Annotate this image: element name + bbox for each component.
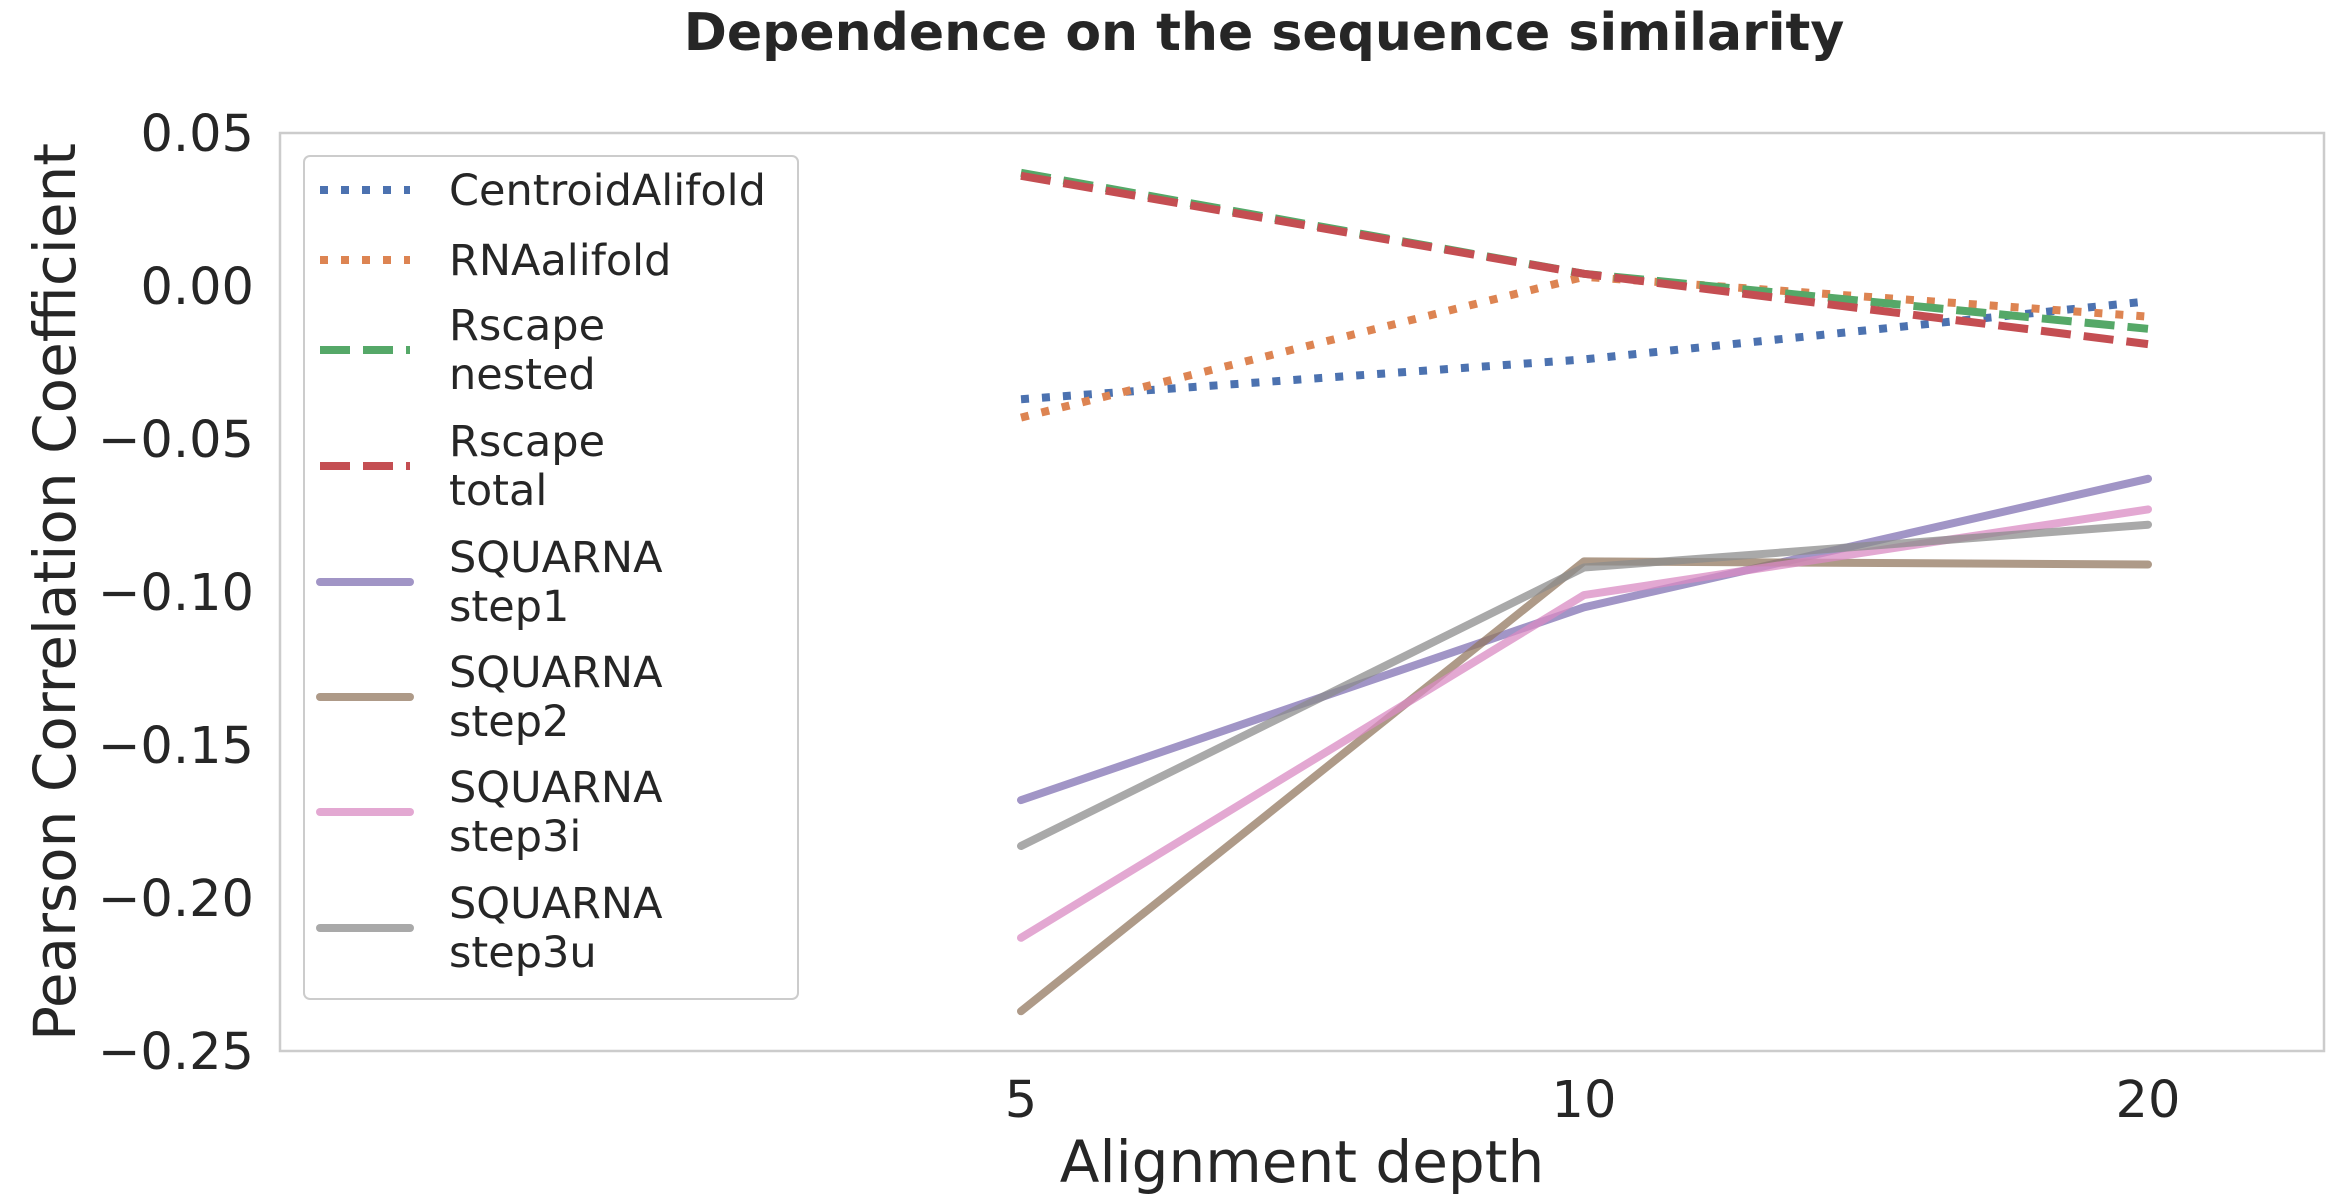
legend-label: Rscape xyxy=(449,417,605,467)
y-tick-label: −0.05 xyxy=(98,411,254,470)
y-axis-ticks: 0.05 0.00 −0.05 −0.10 −0.15 −0.20 −0.25 xyxy=(98,105,254,1082)
y-tick-label: 0.00 xyxy=(140,258,254,317)
legend: CentroidAlifoldRNAalifoldRscapenestedRsc… xyxy=(303,155,799,1000)
x-axis-label: Alignment depth xyxy=(1060,1128,1544,1196)
legend-label: CentroidAlifold xyxy=(449,166,766,216)
legend-label: step3i xyxy=(449,812,581,862)
y-tick-label: 0.05 xyxy=(140,105,254,164)
legend-label: SQUARNA xyxy=(449,533,663,583)
legend-label: step1 xyxy=(449,582,569,632)
chart-title: Dependence on the sequence similarity xyxy=(684,3,1845,63)
legend-label: nested xyxy=(449,350,596,400)
legend-label: SQUARNA xyxy=(449,763,663,813)
legend-box xyxy=(303,155,799,1000)
series-line-rscape-total xyxy=(1020,171,2149,349)
x-tick-label: 10 xyxy=(1552,1071,1617,1130)
y-tick-label: −0.15 xyxy=(98,717,254,776)
y-axis-label: Pearson Correlation Coefficient xyxy=(21,143,89,1041)
x-axis-ticks: 5 10 20 xyxy=(1005,1071,2181,1130)
y-tick-label: −0.20 xyxy=(98,870,254,929)
y-tick-label: −0.10 xyxy=(98,564,254,623)
x-tick-label: 5 xyxy=(1005,1071,1037,1130)
legend-label: RNAalifold xyxy=(449,236,671,286)
legend-label: SQUARNA xyxy=(449,648,663,698)
legend-label: Rscape xyxy=(449,301,605,351)
x-tick-label: 20 xyxy=(2116,1071,2181,1130)
series-line-squarna-step3u xyxy=(1017,520,2152,850)
y-tick-label: −0.25 xyxy=(98,1023,254,1082)
series-line-squarna-step1 xyxy=(1017,474,2152,805)
legend-label: total xyxy=(449,466,547,516)
series-lines xyxy=(1017,168,2152,1016)
series-line-squarna-step2 xyxy=(1017,557,2152,1016)
legend-label: SQUARNA xyxy=(449,879,663,929)
legend-label: step2 xyxy=(449,697,569,747)
legend-label: step3u xyxy=(449,928,597,978)
series-line-rnaalifold xyxy=(1020,272,2149,422)
